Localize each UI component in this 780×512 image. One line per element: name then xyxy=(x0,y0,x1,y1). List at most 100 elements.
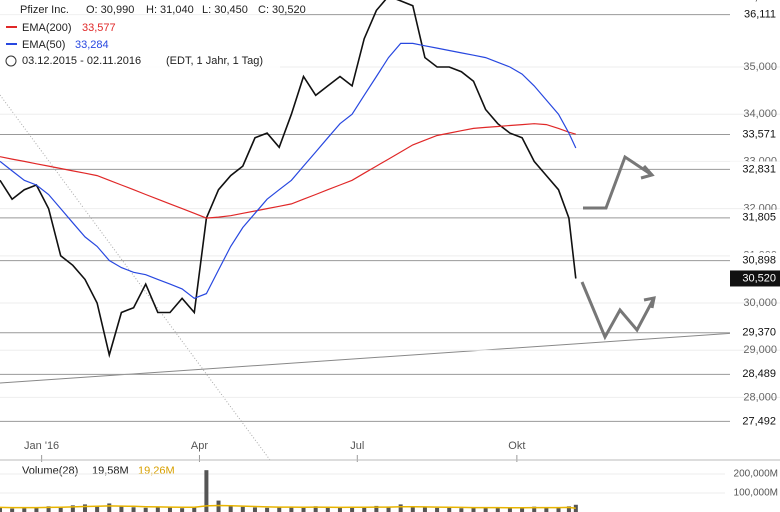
last-price-box xyxy=(730,270,780,287)
arrowhead xyxy=(640,165,655,180)
volume-bar xyxy=(337,507,342,512)
x-tick-label: Okt xyxy=(508,440,525,452)
volume-bar xyxy=(301,507,306,512)
x-tick-label: Jul xyxy=(350,440,364,452)
level-label: 29,370 xyxy=(742,327,776,339)
volume-bar xyxy=(350,507,355,512)
low: L: 30,450 xyxy=(202,4,248,16)
volume-bar xyxy=(289,507,294,512)
volume-bar xyxy=(459,508,464,512)
volume-bar xyxy=(362,506,367,512)
ema200-value: 33,577 xyxy=(82,22,116,34)
y-tick-label: 34,000 xyxy=(743,108,777,120)
symbol: Pfizer Inc. xyxy=(20,4,69,16)
volume-title: Volume(28) xyxy=(22,465,78,477)
legend: Pfizer Inc. O: 30,990 H: 31,040 L: 30,45… xyxy=(0,0,306,68)
arrowhead xyxy=(643,296,656,309)
level-label: 27,492 xyxy=(742,415,776,427)
open: O: 30,990 xyxy=(86,4,134,16)
volume-bar xyxy=(95,505,100,512)
level-label: 28,489 xyxy=(742,368,776,380)
close: C: 30,520 xyxy=(258,4,306,16)
volume-bar xyxy=(10,508,15,512)
volume-bar xyxy=(192,507,197,512)
y-tick-label: 35,000 xyxy=(743,61,777,73)
volume-bar xyxy=(155,506,160,512)
ema50-value: 33,284 xyxy=(75,39,109,51)
y-tick-label: 29,000 xyxy=(743,344,777,356)
level-label: 36,111 xyxy=(744,8,776,20)
volume-bar xyxy=(566,506,571,512)
level-box xyxy=(730,0,780,6)
x-tick-label: Jan '16 xyxy=(24,440,59,452)
level-label: 30,898 xyxy=(742,255,776,267)
level-box xyxy=(730,252,780,269)
level-box xyxy=(730,126,780,143)
legend-background xyxy=(0,0,280,68)
trend-line xyxy=(0,94,271,461)
volume-bar xyxy=(495,507,500,512)
series-line xyxy=(0,123,576,219)
volume-value: 19,58M xyxy=(92,465,129,477)
volume-bar xyxy=(58,506,63,512)
series-line xyxy=(0,42,577,299)
volume-bar xyxy=(410,506,415,512)
volume-bar xyxy=(0,507,2,512)
arrow-up-scenario xyxy=(583,154,653,210)
volume-bar xyxy=(532,506,537,512)
volume-bar xyxy=(204,470,209,512)
level-label: 33,571 xyxy=(742,128,776,140)
volume-bar xyxy=(107,503,112,512)
volume-bar xyxy=(483,507,488,512)
volume-bar xyxy=(325,507,330,512)
volume-bar xyxy=(46,506,51,512)
ema50-label: EMA(50) xyxy=(22,39,65,51)
date-range: 03.12.2015 - 02.11.2016 xyxy=(22,55,141,67)
volume-bar xyxy=(228,505,233,512)
volume-bar xyxy=(471,507,476,512)
volume-bar xyxy=(573,504,578,512)
level-label: 31,805 xyxy=(742,212,776,224)
volume-bar xyxy=(70,505,75,512)
volume-bar xyxy=(216,500,221,512)
volume-bar xyxy=(398,504,403,512)
volume-bar xyxy=(252,507,257,512)
volume-average: 19,26M xyxy=(138,465,175,477)
x-tick-label: Apr xyxy=(191,440,208,452)
volume-bar xyxy=(167,507,172,512)
volume-bar xyxy=(82,504,87,512)
series-line xyxy=(0,0,577,359)
volume-bar xyxy=(374,505,379,512)
volume-bar xyxy=(435,507,440,512)
volume-bar xyxy=(556,507,561,512)
volume-bar xyxy=(313,506,318,512)
volume-bar xyxy=(240,506,245,512)
volume-bar xyxy=(143,507,148,512)
volume-bar xyxy=(507,508,512,512)
range-info: (EDT, 1 Jahr, 1 Tag) xyxy=(166,55,263,67)
volume-bar xyxy=(131,507,136,512)
volume-bar xyxy=(277,507,282,512)
last-price-label: 30,520 xyxy=(742,272,776,284)
volume-bar xyxy=(544,507,549,512)
level-label: 36,481 xyxy=(742,0,776,3)
high: H: 31,040 xyxy=(146,4,194,16)
clock-icon xyxy=(5,55,17,67)
level-box xyxy=(730,366,780,383)
volume-bar xyxy=(119,506,124,512)
volume-bar xyxy=(180,508,185,512)
volume-tick-label: 200,000M xyxy=(734,469,778,480)
volume-bar xyxy=(34,507,39,512)
y-tick-label: 30,000 xyxy=(743,297,777,309)
volume-bar xyxy=(265,507,270,512)
level-label: 32,831 xyxy=(742,163,776,175)
volume-bar xyxy=(520,507,525,512)
volume-bar xyxy=(447,507,452,512)
y-tick-label: 28,000 xyxy=(743,391,777,403)
level-box xyxy=(730,6,780,23)
volume-bar xyxy=(422,507,427,512)
ema200-label: EMA(200) xyxy=(22,22,72,34)
arrow-down-scenario xyxy=(580,281,656,341)
volume-bar xyxy=(386,507,391,512)
